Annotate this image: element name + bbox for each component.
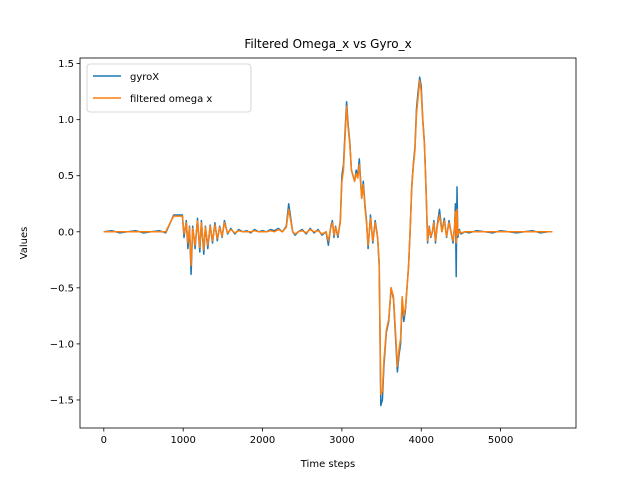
series-group [103, 76, 553, 407]
y-axis-ticks: −1.5 −1.0 −0.5 0.0 0.5 1.0 1.5 [50, 59, 80, 406]
y-axis-label: Values [19, 227, 30, 260]
x-tick-label: 4000 [409, 435, 434, 446]
legend-box [86, 63, 252, 113]
legend-label-filtered-omega-x: filtered omega x [130, 94, 212, 105]
x-tick-label: 2000 [250, 435, 275, 446]
y-tick-label: 0.5 [58, 171, 74, 182]
y-tick-label: 0.0 [58, 227, 74, 238]
legend-label-gyrox: gyroX [130, 72, 159, 83]
x-axis-ticks: 0 1000 2000 3000 4000 5000 [101, 428, 513, 446]
x-tick-label: 3000 [329, 435, 354, 446]
y-tick-label: −1.5 [50, 395, 74, 406]
y-tick-label: −0.5 [50, 283, 74, 294]
x-tick-label: 0 [101, 435, 107, 446]
x-tick-label: 1000 [170, 435, 195, 446]
y-tick-label: −1.0 [50, 339, 74, 350]
legend: gyroX filtered omega x [86, 63, 252, 113]
chart-title: Filtered Omega_x vs Gyro_x [244, 37, 411, 51]
y-tick-label: 1.0 [58, 115, 74, 126]
x-tick-label: 5000 [488, 435, 513, 446]
x-axis-label: Time steps [300, 459, 356, 470]
plot-area [79, 57, 577, 429]
series-line-filtered-omega-x [103, 79, 553, 396]
y-tick-label: 1.5 [58, 59, 74, 70]
plot-frame [79, 57, 577, 429]
